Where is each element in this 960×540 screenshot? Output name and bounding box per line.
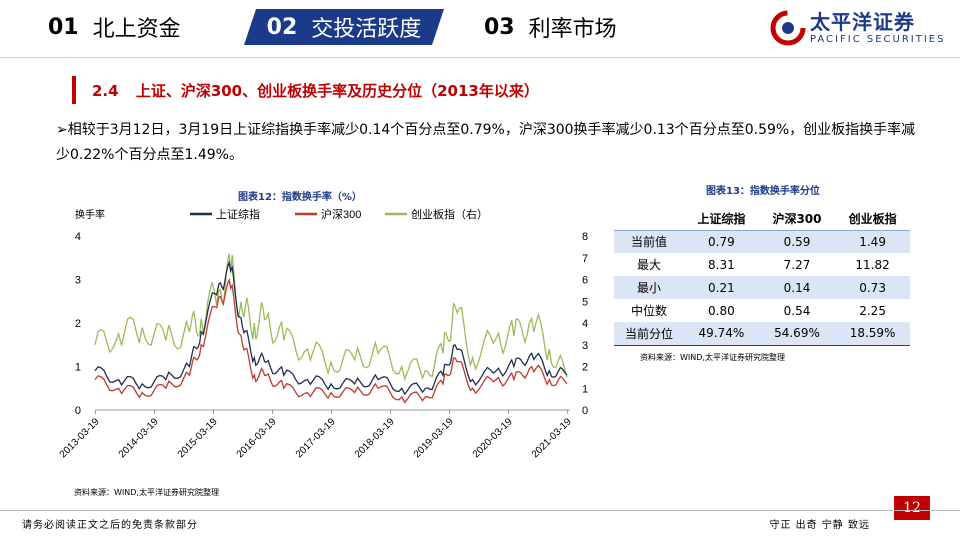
- y-tick-right: 4: [582, 318, 588, 330]
- top-navigation: 01 北上资金 02 交投活跃度 03 利率市场 太平洋证券 PACIFIC S…: [0, 0, 960, 56]
- company-logo: 太平洋证券 PACIFIC SECURITIES: [768, 6, 948, 50]
- x-tick-label: 2017-03-19: [294, 416, 338, 460]
- footer-motto: 守正 出奇 宁静 致远: [769, 520, 870, 531]
- nav-tab-label: 交投活跃度: [311, 17, 422, 42]
- table-cell: 11.82: [855, 257, 890, 272]
- nav-tab-northbound[interactable]: 01 北上资金: [48, 10, 181, 44]
- turnover-line-chart: 0 1 2 3 4 0 1 2 3 4 5 6 7 8 换手率 2013-03-19 2014-03-19 201…: [58, 207, 588, 460]
- legend-label: 创业板指（右）: [411, 207, 488, 221]
- table-title: 图表13：指数换手率分位: [706, 186, 820, 197]
- table-header-cell: [614, 208, 684, 231]
- y-tick-right: 3: [582, 340, 588, 352]
- y-tick-left: 4: [75, 231, 81, 243]
- table-cell: 最小: [614, 276, 684, 299]
- table-header-cell: 沪深300: [758, 208, 836, 231]
- table-row: 最小 0.21 0.14 0.73: [614, 276, 910, 299]
- nav-tab-number: 03: [484, 14, 515, 40]
- table-cell: 最大: [636, 258, 661, 272]
- table-cell: 1.49: [835, 230, 910, 253]
- table-cell: 2.25: [859, 303, 886, 318]
- y-tick-right: 1: [582, 383, 588, 395]
- chart-title: 图表12：指数换手率（%）: [238, 192, 362, 203]
- x-tick-label: 2016-03-19: [235, 416, 279, 460]
- y-tick-left: 1: [75, 362, 81, 374]
- summary-bullet: ➢相较于3月12日，3月19日上证综指换手率减少0.14个百分点至0.79%，沪…: [56, 122, 916, 163]
- table-row: 中位数 0.80 0.54 2.25: [614, 299, 910, 322]
- table-header-cell: 创业板指: [835, 208, 910, 231]
- logo-mark-icon: [770, 10, 806, 46]
- percentile-table: 上证综指 沪深300 创业板指 当前值 0.79 0.59 1.49 最大 8.…: [614, 208, 910, 346]
- table-cell: 0.14: [758, 276, 836, 299]
- table-header-cell: 上证综指: [684, 208, 759, 231]
- section-title-text: 上证、沪深300、创业板换手率及历史分位（2013年以来）: [135, 82, 539, 100]
- y-tick-right: 0: [582, 405, 588, 417]
- x-tick-label: 2014-03-19: [117, 416, 161, 460]
- section-number: 2.4: [92, 82, 119, 100]
- table-cell: 0.59: [758, 230, 836, 253]
- footer-disclaimer: 请务必阅读正文之后的免责条款部分: [22, 520, 198, 531]
- table-cell: 当前值: [614, 230, 684, 253]
- table-cell: 0.54: [783, 303, 811, 318]
- logo-text-en: PACIFIC SECURITIES: [810, 34, 946, 45]
- y-tick-right: 2: [582, 362, 588, 374]
- table-cell: 0.21: [684, 276, 759, 299]
- legend-label: 上证综指: [216, 207, 260, 221]
- table-cell: 中位数: [630, 304, 667, 318]
- x-tick-label: 2015-03-19: [176, 416, 220, 460]
- section-marker: [72, 76, 76, 104]
- logo-text-cn: 太平洋证券: [810, 10, 915, 34]
- page-number: 12: [894, 496, 930, 520]
- table-source-note: 资料来源：WIND,太平洋证券研究院整理: [640, 353, 785, 362]
- y-tick-left: 0: [75, 405, 81, 417]
- legend-label: 沪深300: [321, 207, 361, 221]
- chart-source-note: 资料来源：WIND,太平洋证券研究院整理: [74, 488, 219, 497]
- y-tick-left: 2: [75, 318, 81, 330]
- table-header-row: 上证综指 沪深300 创业板指: [614, 208, 910, 231]
- x-tick-label: 2019-03-19: [412, 416, 456, 460]
- table-cell: 0.79: [684, 230, 759, 253]
- table-cell: 54.69%: [758, 322, 836, 346]
- x-tick-label: 2018-03-19: [353, 416, 397, 460]
- x-tick-label: 2021-03-19: [530, 416, 574, 460]
- x-tick-label: 2013-03-19: [58, 416, 102, 460]
- table-cell: 49.74%: [684, 322, 759, 346]
- table-cell: 0.73: [835, 276, 910, 299]
- table-cell: 7.27: [783, 257, 811, 272]
- table-row: 当前分位 49.74% 54.69% 18.59%: [614, 322, 910, 346]
- series-line-2: [94, 253, 568, 382]
- series-line-1: [94, 277, 568, 404]
- y-tick-right: 5: [582, 296, 588, 308]
- header-divider: [0, 57, 960, 58]
- nav-tab-trading-activity[interactable]: 02 交投活跃度: [244, 9, 444, 45]
- nav-tab-number: 01: [48, 14, 79, 40]
- y-tick-right: 8: [582, 231, 588, 243]
- table-cell: 8.31: [708, 257, 735, 272]
- y-tick-right: 7: [582, 253, 588, 265]
- table-row: 最大 8.31 7.27 11.82: [614, 253, 910, 276]
- series-line-0: [94, 260, 568, 396]
- nav-tab-label: 北上资金: [92, 17, 181, 42]
- nav-tab-number: 02: [266, 14, 298, 40]
- y-axis-label: 换手率: [75, 208, 105, 221]
- table-cell: 当前分位: [614, 322, 684, 346]
- footer-divider: [0, 510, 960, 511]
- x-tick-label: 2020-03-19: [471, 416, 515, 460]
- y-tick-right: 6: [582, 275, 588, 287]
- table-row: 当前值 0.79 0.59 1.49: [614, 230, 910, 253]
- nav-tab-label: 利率市场: [528, 17, 617, 42]
- nav-tab-interest-rate[interactable]: 03 利率市场: [484, 10, 617, 44]
- table-cell: 18.59%: [835, 322, 910, 346]
- table-cell: 0.80: [708, 303, 735, 318]
- y-tick-left: 3: [75, 275, 81, 287]
- section-title: 2.4 上证、沪深300、创业板换手率及历史分位（2013年以来）: [74, 80, 539, 101]
